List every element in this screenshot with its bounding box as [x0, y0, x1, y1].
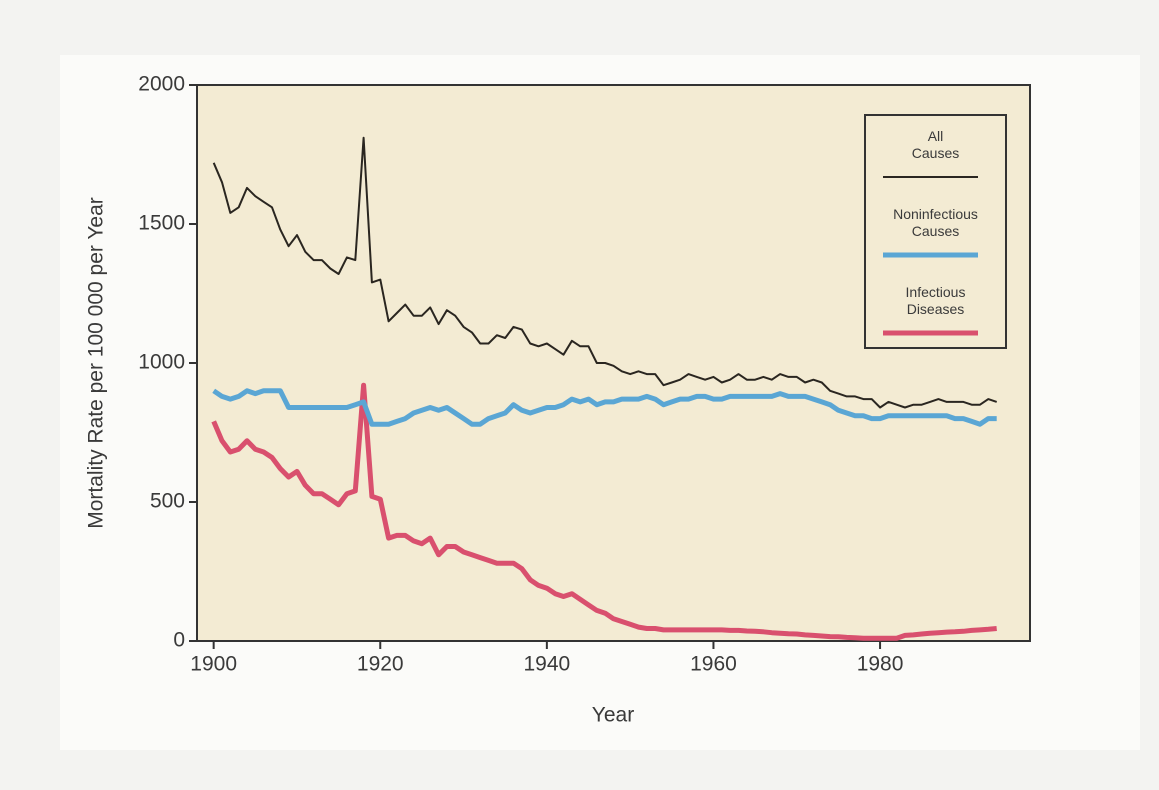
series-line	[212, 388, 997, 427]
legend-box	[864, 114, 1007, 349]
legend-label: Infectious Diseases	[906, 284, 966, 317]
x-tick-label: 1900	[190, 653, 237, 676]
y-tick-label: 0	[173, 629, 185, 652]
legend-label: All Causes	[912, 128, 959, 161]
y-tick-label: 500	[150, 490, 185, 513]
plot-area	[196, 84, 1031, 642]
legend-label: Noninfectious Causes	[893, 206, 978, 239]
series-line	[211, 382, 997, 641]
x-tick-label: 1940	[524, 653, 571, 676]
y-tick-label: 1500	[138, 212, 185, 235]
series-line	[212, 136, 998, 409]
y-tick-label: 2000	[138, 73, 185, 96]
x-tick-label: 1960	[690, 653, 737, 676]
x-tick-label: 1980	[857, 653, 904, 676]
x-axis-label: Year	[592, 704, 634, 727]
legend: All Causes Noninfectious Causes Infectious Di…	[864, 114, 1007, 349]
y-axis-label: Mortality Rate per 100 000 per Year	[85, 197, 108, 529]
y-tick-label: 1000	[138, 351, 185, 374]
x-tick-label: 1920	[357, 653, 404, 676]
